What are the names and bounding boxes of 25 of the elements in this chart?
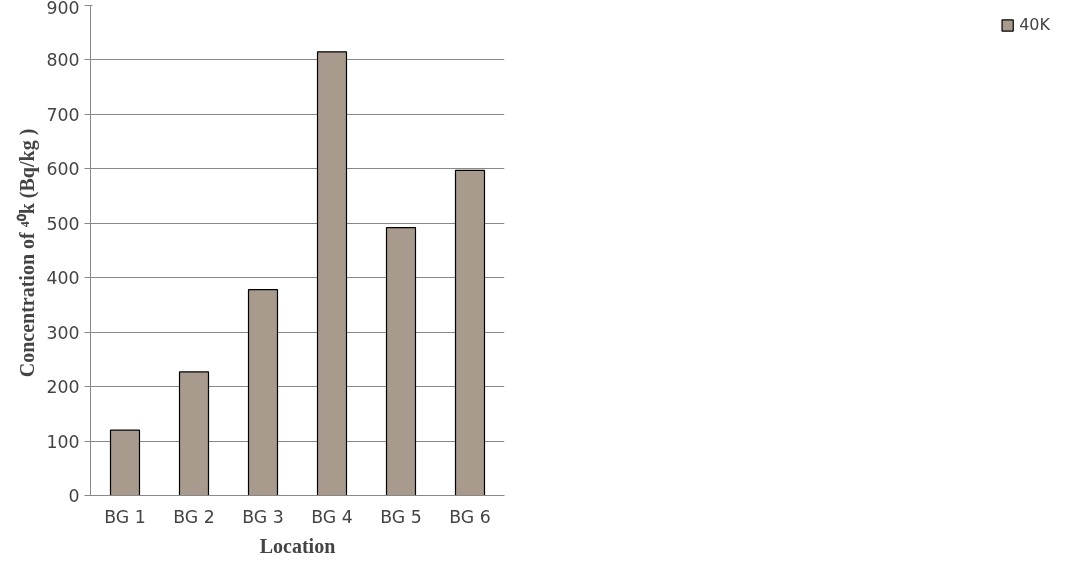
y-tick-label: 900: [46, 0, 80, 18]
x-tick-label: BG 4: [311, 506, 353, 527]
legend-label: 40K: [1019, 15, 1050, 34]
y-tick-label: 500: [46, 213, 80, 234]
y-tick-label: 700: [46, 104, 80, 125]
x-tick-label: BG 6: [449, 506, 491, 527]
x-tick-label: BG 1: [104, 506, 146, 527]
x-axis-title: Location: [259, 534, 336, 557]
x-tick-label: BG 5: [380, 506, 422, 527]
y-tick-label: 0: [68, 486, 80, 506]
bar: [454, 169, 486, 496]
bar: [385, 227, 417, 496]
bar: [178, 371, 210, 496]
bar: [316, 51, 348, 496]
bar: [109, 429, 141, 496]
y-tick-label: 800: [46, 50, 80, 71]
y-tick-label: 400: [46, 268, 80, 289]
y-tick-label: 100: [46, 431, 80, 452]
bar: [247, 289, 279, 496]
x-tick-label: BG 3: [242, 506, 284, 527]
y-axis-title: Concentration of ⁴⁰k (Bq/kg ): [16, 128, 40, 378]
y-tick-label: 300: [46, 322, 80, 343]
y-tick-label: 200: [46, 377, 80, 398]
x-tick-label: BG 2: [173, 506, 215, 527]
y-tick-label: 600: [46, 159, 80, 180]
